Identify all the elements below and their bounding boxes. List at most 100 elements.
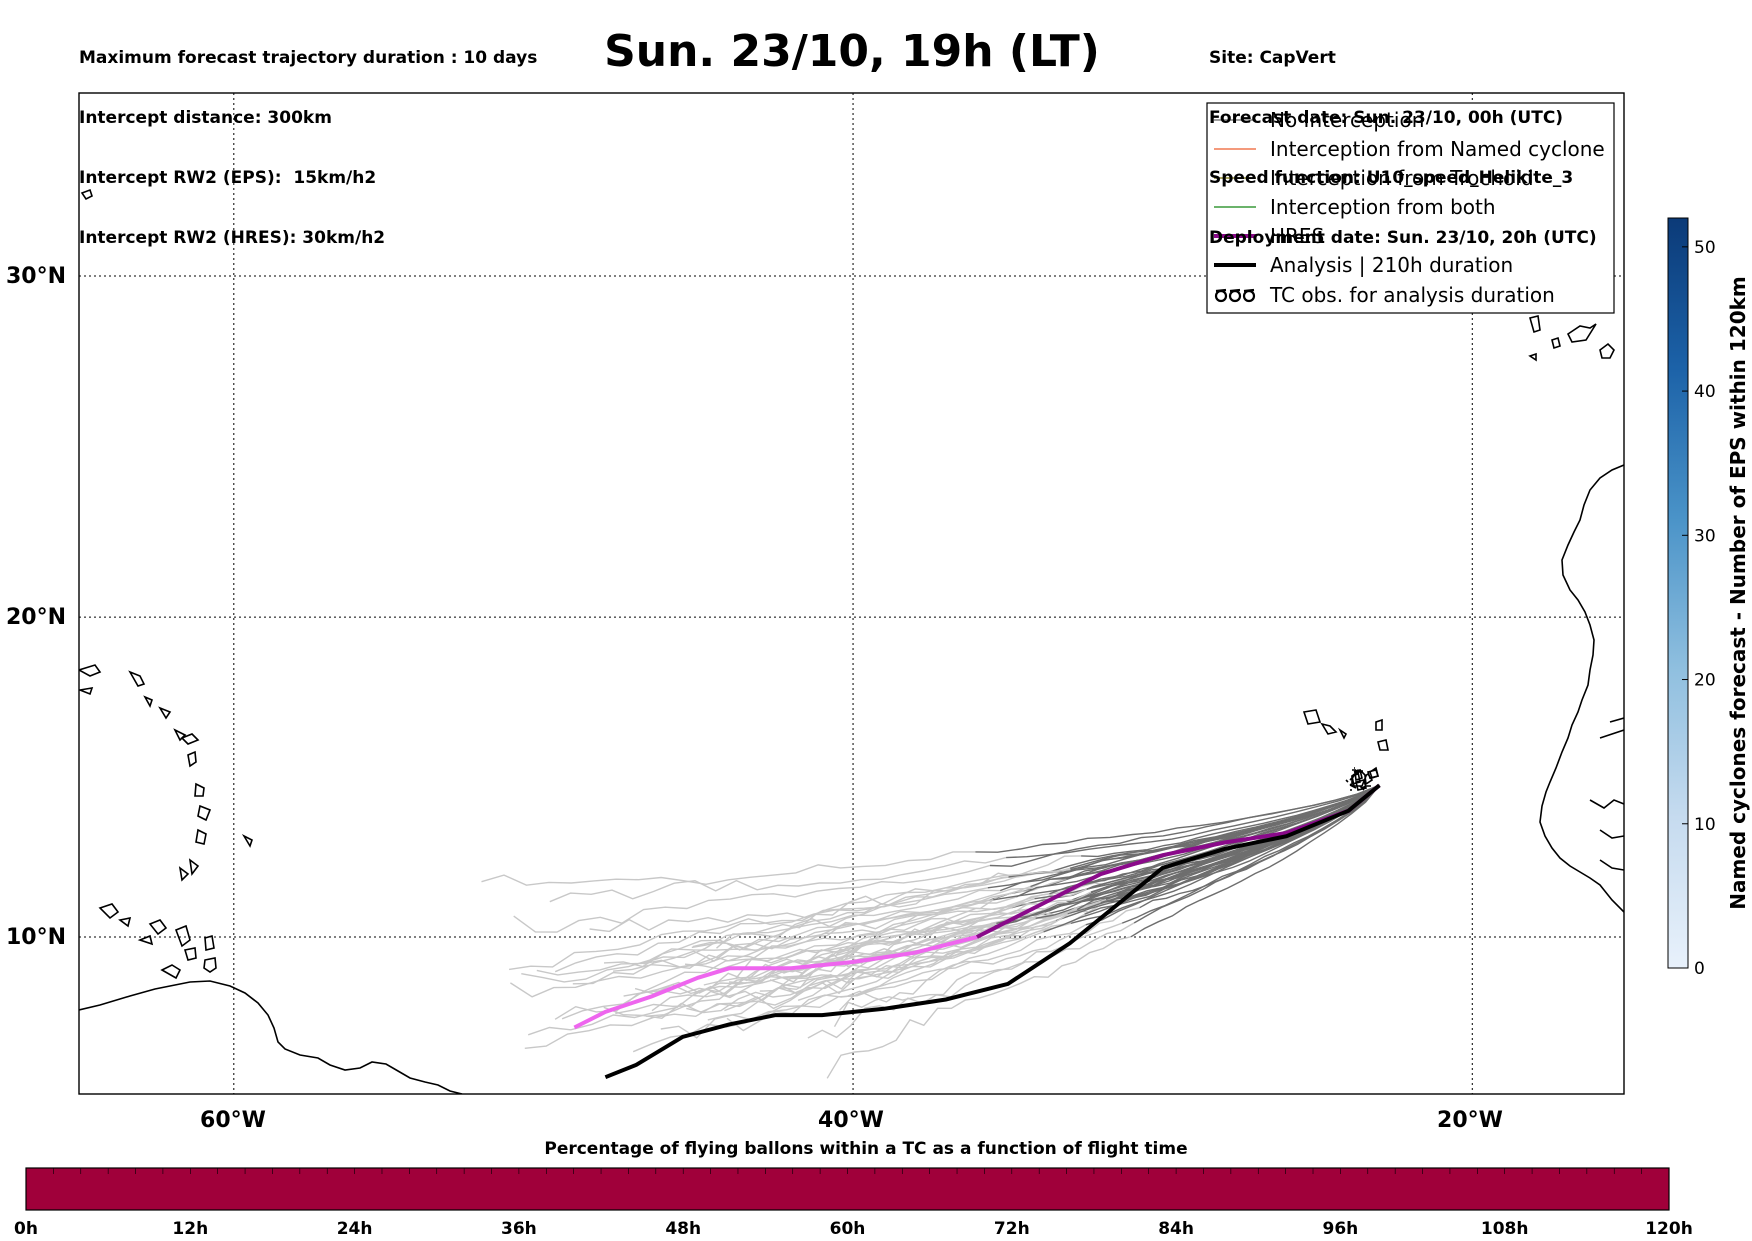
lon-label: 20°W — [1437, 1108, 1503, 1133]
ensemble-trajectory — [554, 876, 1009, 973]
colorbar-tick-label: 72h — [994, 1219, 1030, 1239]
ensemble-trajectory — [692, 868, 1071, 949]
tc-symbol-icon — [1214, 288, 1256, 303]
info-line: Intercept distance: 300km — [79, 108, 332, 128]
colorbar-bottom-title: Percentage of flying ballons within a TC… — [544, 1139, 1187, 1159]
colorbar-tick-label: 30 — [1694, 526, 1716, 546]
caribbean-islands — [79, 664, 253, 980]
coastlines — [79, 188, 1624, 1094]
colorbar-bottom-minor-ticks — [25, 1168, 1670, 1174]
colorbar-tick-label: 50 — [1694, 238, 1716, 258]
colorbar-tick-label: 20 — [1694, 671, 1716, 691]
colorbar-tick-label: 84h — [1158, 1219, 1194, 1239]
ensemble-trajectory — [707, 908, 1078, 1021]
lon-label: 60°W — [200, 1108, 266, 1133]
map-frame — [78, 92, 1625, 1095]
lon-axis: 60°W 40°W 20°W — [200, 1108, 1503, 1133]
ensemble-trajectory — [724, 913, 1085, 1012]
lat-label: 10°N — [6, 925, 66, 950]
colorbar-tick-label: 96h — [1323, 1219, 1359, 1239]
canary-islands — [1528, 315, 1615, 362]
ensemble-trajectory — [508, 887, 988, 971]
colorbar-right: 0 10 20 30 40 50 Named cyclones forecast - Nu… — [1667, 217, 1750, 979]
info-line: Forecast date: Sun. 23/10, 00h (UTC) — [1209, 108, 1564, 128]
colorbar-tick-label: 120h — [1645, 1219, 1693, 1239]
africa-estuaries — [1589, 717, 1624, 871]
legend-label: No Interception — [1270, 108, 1424, 132]
ensemble-trajectory — [632, 931, 1044, 1053]
colorbar-right-ticks: 0 10 20 30 40 50 — [1682, 238, 1716, 979]
colorbar-tick-label: 24h — [337, 1219, 373, 1239]
ensemble-trajectory — [646, 893, 1050, 1017]
ensemble-trajectory — [846, 907, 1140, 1003]
ensemble-trajectory — [513, 864, 991, 933]
ensemble-trajectory — [481, 851, 976, 886]
page-title: Sun. 23/10, 19h (LT) — [604, 26, 1100, 77]
ensemble-trajectory — [1130, 784, 1380, 938]
ensemble-trajectory — [989, 784, 1380, 867]
legend-item: Interception from Trochoid — [1214, 166, 1534, 190]
ensemble-trajectory — [572, 896, 1017, 985]
lat-label: 30°N — [6, 264, 66, 289]
legend-label: Interception from Trochoid — [1270, 166, 1534, 190]
colorbar-bottom: Percentage of flying ballons within a TC… — [14, 1139, 1693, 1239]
west-africa-coast — [1539, 464, 1624, 913]
legend-item: Interception from both — [1214, 195, 1496, 219]
info-line: Intercept RW2 (EPS): 15km/h2 — [79, 168, 377, 188]
legend: No Interception Interception from Named … — [1206, 102, 1615, 314]
ensemble-trajectory — [833, 922, 1135, 1028]
info-line: Site: CapVert — [1209, 48, 1336, 68]
run-parameters: Maximum forecast trajectory duration : 1… — [79, 8, 537, 268]
analysis-track — [604, 783, 1381, 1080]
info-line: Maximum forecast trajectory duration : 1… — [79, 48, 538, 68]
lat-label: 20°N — [6, 605, 66, 630]
puerto-rico-coast — [80, 188, 93, 201]
legend-label: TC obs. for analysis duration — [1269, 283, 1555, 307]
legend-label: Interception from both — [1270, 195, 1496, 219]
colorbar-tick-label: 48h — [665, 1219, 701, 1239]
hres-track-far — [573, 935, 978, 1030]
colorbar-tick-label: 0h — [14, 1219, 38, 1239]
colorbar-tick-label: 0 — [1694, 959, 1705, 979]
legend-item: HRES — [1214, 224, 1324, 248]
cape-verde-main — [1351, 766, 1379, 787]
colorbar-tick-label: 36h — [501, 1219, 537, 1239]
ensemble-trajectory — [686, 912, 1068, 1014]
ensemble-trajectory — [826, 936, 1132, 1079]
colorbar-tick-label: 40 — [1694, 382, 1716, 402]
info-line: Speed function: U10_speed_Helikite_3 — [1209, 168, 1574, 188]
ensemble-trajectory — [1085, 784, 1380, 926]
ensemble-trajectory — [603, 885, 1031, 968]
lat-axis: 30°N 20°N 10°N — [6, 264, 66, 950]
south-america-coast — [79, 980, 463, 1094]
colorbar-right-label: Named cyclones forecast - Number of EPS … — [1726, 276, 1750, 910]
legend-label: HRES — [1270, 224, 1324, 248]
colorbar-bottom-ticks: 0h 12h 24h 36h 48h 60h 72h 84h 96h 108h 120h — [14, 1219, 1693, 1239]
ensemble-trajectory — [549, 856, 1007, 903]
info-line: Intercept RW2 (HRES): 30km/h2 — [79, 228, 386, 248]
site-parameters: Site: CapVert Forecast date: Sun. 23/10,… — [1209, 8, 1597, 268]
ensemble-trajectory — [536, 889, 1001, 976]
legend-label: Analysis | 210h duration — [1270, 253, 1513, 277]
ensemble-trajectory — [726, 924, 1087, 1032]
ensemble-trajectory — [703, 885, 1076, 986]
colorbar-tick-label: 60h — [830, 1219, 866, 1239]
ensemble-trajectory — [521, 899, 994, 983]
info-line: Deployment date: Sun. 23/10, 20h (UTC) — [1209, 228, 1597, 248]
legend-label: Interception from Named cyclone — [1270, 137, 1605, 161]
ensemble-trajectory — [1133, 784, 1380, 924]
ensemble-trajectory — [642, 878, 1049, 968]
legend-item: TC obs. for analysis duration — [1214, 283, 1555, 307]
ensemble-trajectory — [561, 907, 1012, 1020]
lon-label: 40°W — [818, 1108, 884, 1133]
trinidad-island — [203, 957, 217, 973]
legend-item: Interception from Named cyclone — [1214, 137, 1605, 161]
ensemble-trajectory — [1006, 784, 1380, 859]
ensemble-trajectory — [1008, 784, 1380, 878]
colorbar-tick-label: 10 — [1694, 815, 1716, 835]
legend-item: No Interception — [1214, 108, 1424, 132]
colorbar-tick-label: 12h — [172, 1219, 208, 1239]
legend-item: Analysis | 210h duration — [1214, 253, 1513, 277]
colorbar-tick-label: 108h — [1481, 1219, 1529, 1239]
